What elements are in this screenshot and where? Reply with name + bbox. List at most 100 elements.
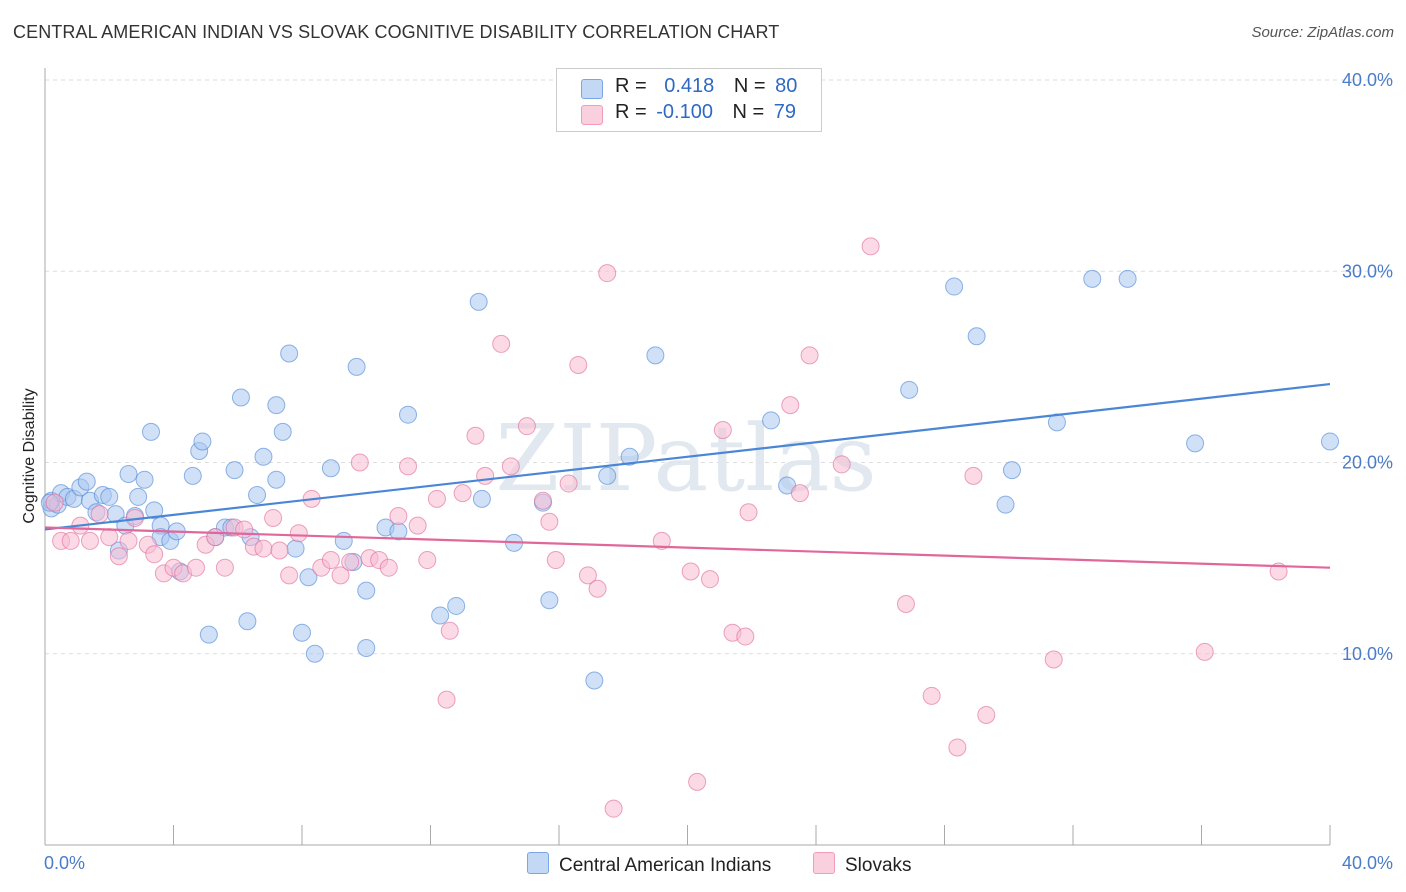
point-slovaks: [440, 621, 459, 640]
point-slovaks: [280, 566, 299, 585]
point-slovaks: [681, 562, 700, 581]
point-central-american-indians: [996, 495, 1015, 514]
point-slovaks: [501, 457, 520, 476]
point-slovaks: [569, 355, 588, 374]
point-slovaks: [540, 512, 559, 531]
chart-title: CENTRAL AMERICAN INDIAN VS SLOVAK COGNIT…: [13, 22, 780, 42]
point-central-american-indians: [357, 581, 376, 600]
point-slovaks: [559, 474, 578, 493]
point-slovaks: [598, 264, 617, 283]
legend-r-value: -0.100: [656, 101, 713, 123]
point-slovaks: [80, 531, 99, 550]
point-central-american-indians: [286, 539, 305, 558]
point-slovaks: [45, 493, 64, 512]
point-central-american-indians: [280, 344, 299, 363]
bottom-legend-label: Slovaks: [845, 855, 912, 876]
point-central-american-indians: [231, 388, 250, 407]
point-slovaks: [790, 484, 809, 503]
point-central-american-indians: [1047, 413, 1066, 432]
y-tick-label: 10.0%: [1342, 644, 1393, 664]
point-slovaks: [90, 505, 109, 524]
legend-r-label: R =: [615, 101, 647, 123]
point-central-american-indians: [248, 486, 267, 505]
point-slovaks: [379, 558, 398, 577]
point-central-american-indians: [183, 466, 202, 485]
point-slovaks: [713, 420, 732, 439]
point-slovaks: [119, 531, 138, 550]
bottom-legend-swatch-blue: [527, 852, 549, 874]
point-central-american-indians: [135, 470, 154, 489]
point-slovaks: [466, 426, 485, 445]
point-slovaks: [604, 799, 623, 818]
bottom-legend-label: Central American Indians: [559, 855, 772, 876]
legend-n-value: 80: [775, 75, 798, 97]
point-slovaks: [922, 686, 941, 705]
point-slovaks: [736, 627, 755, 646]
point-central-american-indians: [254, 447, 273, 466]
point-slovaks: [109, 547, 128, 566]
point-central-american-indians: [1186, 434, 1205, 453]
x-tick-label: 40.0%: [1342, 853, 1393, 873]
point-slovaks: [341, 552, 360, 571]
point-slovaks: [781, 396, 800, 415]
point-slovaks: [321, 551, 340, 570]
point-slovaks: [100, 528, 119, 547]
point-central-american-indians: [540, 591, 559, 610]
point-central-american-indians: [472, 489, 491, 508]
point-central-american-indians: [399, 405, 418, 424]
point-central-american-indians: [77, 472, 96, 491]
grid-lines: [45, 79, 1392, 655]
y-axis-label: Cognitive Disability: [21, 388, 38, 523]
point-central-american-indians: [225, 461, 244, 480]
point-slovaks: [418, 551, 437, 570]
point-slovaks: [517, 417, 536, 436]
point-slovaks: [977, 705, 996, 724]
point-central-american-indians: [585, 671, 604, 690]
legend-swatch-blue: [581, 79, 603, 99]
point-central-american-indians: [267, 396, 286, 415]
point-central-american-indians: [267, 470, 286, 489]
point-central-american-indians: [357, 639, 376, 658]
point-slovaks: [546, 551, 565, 570]
legend-r-label: R =: [615, 75, 647, 97]
point-central-american-indians: [447, 596, 466, 615]
point-slovaks: [948, 738, 967, 757]
point-central-american-indians: [334, 531, 353, 550]
point-slovaks: [688, 772, 707, 791]
point-central-american-indians: [199, 625, 218, 644]
trend-line-slovaks: [44, 526, 1331, 569]
point-central-american-indians: [646, 346, 665, 365]
point-central-american-indians: [1083, 269, 1102, 288]
point-slovaks: [408, 516, 427, 535]
legend-n-value: 79: [773, 101, 797, 123]
point-slovaks: [832, 455, 851, 474]
trend-lines: [44, 382, 1331, 569]
legend: R = 0.418 N = 80 R = -0.100 N = 79: [556, 68, 822, 132]
data-points: [40, 237, 1339, 818]
y-tick-label: 40.0%: [1342, 70, 1393, 90]
trend-line-central-american-indians: [44, 382, 1331, 531]
point-central-american-indians: [142, 422, 161, 441]
point-central-american-indians: [129, 487, 148, 506]
watermark: ZIPatlas: [495, 405, 876, 512]
point-central-american-indians: [273, 422, 292, 441]
point-slovaks: [1044, 650, 1063, 669]
point-central-american-indians: [293, 623, 311, 642]
point-slovaks: [453, 484, 472, 503]
point-slovaks: [215, 558, 234, 577]
point-central-american-indians: [1002, 461, 1021, 480]
point-slovaks: [588, 579, 607, 598]
x-tick-label: 0.0%: [44, 853, 85, 873]
point-central-american-indians: [598, 466, 617, 485]
point-slovaks: [896, 595, 915, 614]
point-slovaks: [476, 466, 495, 485]
bottom-legend-item-slovaks: Slovaks: [813, 852, 912, 877]
point-slovaks: [289, 524, 308, 543]
point-slovaks: [533, 491, 552, 510]
point-central-american-indians: [1321, 432, 1339, 451]
tick-labels: 10.0% 20.0% 30.0% 40.0% 0.0% 40.0%: [44, 70, 1393, 873]
point-slovaks: [492, 334, 511, 353]
point-slovaks: [206, 528, 225, 547]
point-central-american-indians: [620, 447, 639, 466]
